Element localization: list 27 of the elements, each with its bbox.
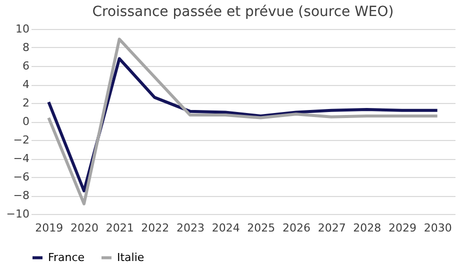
line-series <box>47 38 439 206</box>
y-tick-label: 6 <box>22 60 30 72</box>
x-tick-label: 2030 <box>424 222 452 234</box>
chart-title: Croissance passée et prévue (source WEO) <box>92 4 394 20</box>
y-tick-label: 4 <box>22 78 30 91</box>
legend-label: France <box>48 250 85 264</box>
x-tick-label: 2028 <box>353 222 382 234</box>
y-tick-label: −10 <box>6 208 30 220</box>
x-tick-label: 2020 <box>70 222 98 234</box>
x-tick-label: 2021 <box>106 222 134 234</box>
y-tick-label: 8 <box>22 41 30 54</box>
x-tick-label: 2025 <box>247 222 276 234</box>
x-tick-label: 2024 <box>212 222 240 234</box>
y-tick-label: −8 <box>13 189 30 202</box>
x-tick-label: 2027 <box>318 222 346 234</box>
y-tick-label: −6 <box>13 170 30 184</box>
x-tick-label: 2019 <box>35 222 64 234</box>
x-tick-label: 2023 <box>176 222 204 234</box>
y-tick-label: −4 <box>13 152 30 165</box>
legend-label: Italie <box>117 250 144 264</box>
y-tick-label: 10 <box>16 22 30 36</box>
y-tick-label: 2 <box>22 96 30 110</box>
x-tick-label: 2026 <box>282 222 310 234</box>
y-tick-label: 0 <box>22 115 30 128</box>
x-tick-label: 2029 <box>388 222 416 234</box>
y-tick-label: −2 <box>13 134 30 146</box>
x-tick-label: 2022 <box>141 222 170 234</box>
